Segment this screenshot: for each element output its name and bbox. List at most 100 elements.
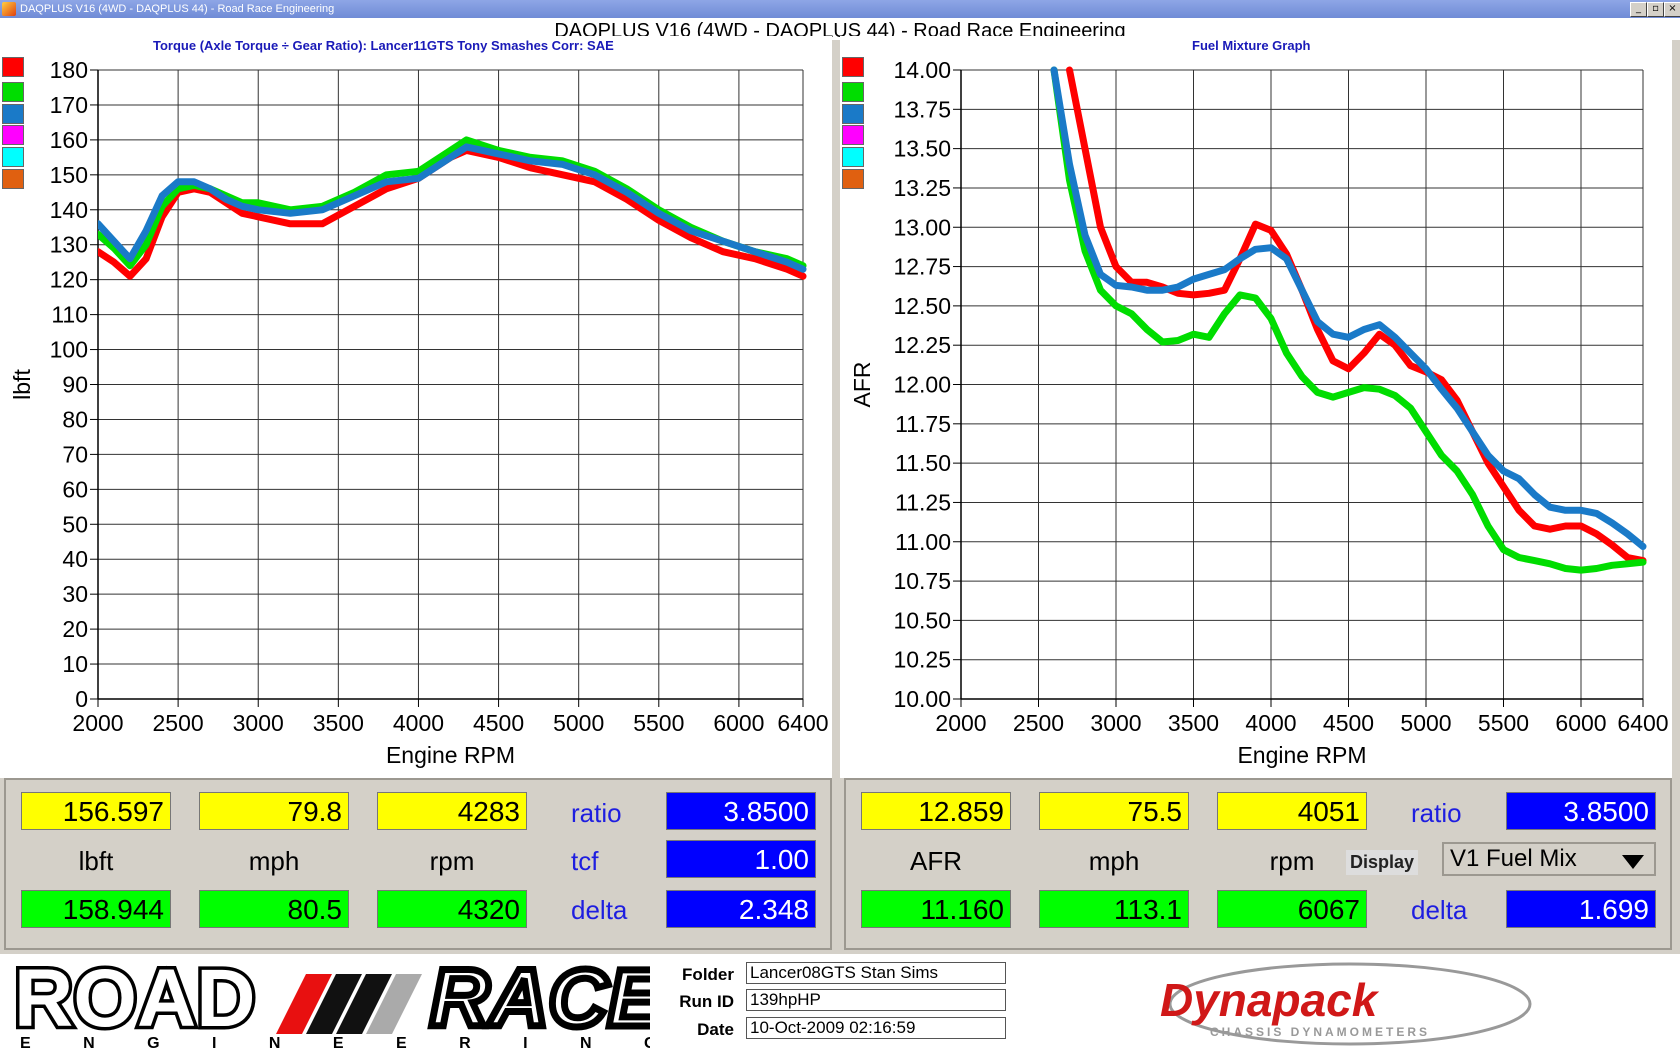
dynapack-logo: Dynapack CHASSIS DYNAMOMETERS [1160,962,1532,1046]
x-tick-label: 2000 [935,710,986,736]
cursor2-lbft: 158.944 [21,890,171,928]
series-swatch-orange[interactable] [2,169,24,189]
series-swatch-blue[interactable] [842,104,864,124]
y-tick-label: 11.25 [895,489,951,515]
delta-value: 2.348 [666,890,816,928]
cursor1-lbft: 156.597 [21,792,171,830]
cursor1-mph: 75.5 [1039,792,1189,830]
cursor2-mph: 113.1 [1039,890,1189,928]
x-tick-label: 6400 [777,710,828,736]
y-tick-label: 13.50 [893,136,951,162]
series-swatch-red[interactable] [842,57,864,77]
y-tick-label: 90 [62,372,88,398]
y-tick-label: 40 [62,546,88,572]
cursor2-mph: 80.5 [199,890,349,928]
main-title: DAQPLUS V16 (4WD - DAQPLUS 44) - Road Ra… [0,18,1680,40]
close-button[interactable]: × [1664,2,1680,17]
series-swatch-red[interactable] [2,57,24,77]
delta-value: 1.699 [1506,890,1656,928]
date-label: Date [697,1020,734,1039]
series-swatch-magenta[interactable] [2,125,24,145]
y-tick-label: 110 [51,302,88,328]
y-tick-label: 11.75 [895,411,951,437]
ratio-value[interactable]: 3.8500 [666,792,816,830]
label-ratio: ratio [571,798,622,828]
x-axis-label: Engine RPM [386,742,515,768]
x-tick-label: 3000 [233,710,284,736]
y-tick-label: 30 [62,581,88,607]
app-icon [2,2,16,16]
road-race-engineering-logo: ROAD ROAD RACE E N G I N E E R I N G [11,954,651,1050]
y-tick-label: 100 [50,337,88,363]
chevron-down-icon[interactable] [1622,855,1644,869]
ratio-value[interactable]: 3.8500 [1506,792,1656,830]
x-tick-label: 2500 [1013,710,1064,736]
x-tick-label: 4500 [473,710,524,736]
label-rpm: rpm [429,846,475,876]
label-delta: delta [1411,895,1468,925]
logo-stripe-grey [366,974,422,1034]
series-line-0 [98,146,807,280]
cursor2-rpm: 4320 [377,890,527,928]
torque-chart-title: Torque (Axle Torque ÷ Gear Ratio): Lance… [153,38,614,53]
restore-button[interactable]: ▫ [1647,2,1664,17]
y-tick-label: 12.00 [893,372,951,398]
fuel-mixture-chart[interactable]: 2000 2500 3000 3500 4000 4500 5000 5500 6000 6400… [840,36,1672,778]
torque-chart[interactable]: 2000 2500 3000 3500 4000 4500 5000 5500 6000 6400… [0,36,832,778]
logo-chassis-text: CHASSIS DYNAMOMETERS [1210,1025,1430,1039]
y-tick-label: 180 [50,57,88,83]
folder-field[interactable]: Lancer08GTS Stan Sims [746,962,1006,984]
logo-race-text: RACE [430,954,650,1044]
y-tick-label: 11.50 [895,450,951,476]
torque-readout: 156.597 79.8 4283 lbft mph rpm 158.944 8… [4,778,832,950]
logo-stripe-black-2 [336,974,392,1034]
y-tick-label: 0 [75,686,88,712]
x-tick-label: 6400 [1617,710,1668,736]
date-field[interactable]: 10-Oct-2009 02:16:59 [746,1017,1006,1039]
y-tick-label: 160 [50,127,88,153]
series-swatch-magenta[interactable] [842,125,864,145]
y-axis-label: AFR [849,362,875,408]
y-tick-label: 130 [50,232,88,258]
y-tick-label: 140 [50,197,88,223]
series-line-2 [1050,66,1647,550]
tcf-value[interactable]: 1.00 [666,840,816,878]
series-swatch-green[interactable] [2,82,24,102]
afr-readout: 12.859 75.5 4051 AFR mph rpm 11.160 113.… [844,778,1672,950]
footer: ROAD ROAD RACE E N G I N E E R I N G Fol… [0,954,1680,1050]
cursor1-mph: 79.8 [199,792,349,830]
series-swatch-cyan[interactable] [2,147,24,167]
y-axis-label: lbft [9,369,35,400]
label-lbft: lbft [78,846,114,876]
label-ratio: ratio [1411,798,1462,828]
y-tick-label: 11.00 [895,529,951,555]
label-mph: mph [248,846,300,876]
cursor1-afr: 12.859 [861,792,1011,830]
window-title: DAQPLUS V16 (4WD - DAQPLUS 44) - Road Ra… [20,3,335,15]
y-tick-label: 13.25 [893,175,951,201]
series-line-1 [1050,66,1647,574]
label-rpm: rpm [1269,846,1315,876]
series-line-2 [98,143,807,273]
y-tick-label: 170 [50,92,88,118]
x-tick-label: 3500 [1168,710,1219,736]
fuel-mixture-panel: Fuel Mixture Graph 2000 2500 3000 3500 4000 4… [840,36,1672,778]
fuel-mixture-title: Fuel Mixture Graph [1192,38,1311,53]
runid-label: Run ID [679,992,734,1011]
logo-swoosh [1168,962,1532,1046]
y-tick-label: 10 [62,651,88,677]
label-tcf: tcf [571,846,599,876]
series-swatch-orange[interactable] [842,169,864,189]
logo-stripe-red [276,974,332,1034]
series-swatch-blue[interactable] [2,104,24,124]
series-swatch-cyan[interactable] [842,147,864,167]
runid-field[interactable]: 139hpHP [746,989,1006,1011]
series-swatch-green[interactable] [842,82,864,102]
display-select[interactable]: V1 Fuel Mix [1442,842,1656,876]
minimize-button[interactable]: _ [1630,2,1647,17]
y-tick-label: 13.00 [893,214,951,240]
x-tick-label: 3500 [313,710,364,736]
display-button[interactable]: Display [1346,850,1419,875]
y-tick-label: 12.75 [893,254,951,280]
cursor2-afr: 11.160 [861,890,1011,928]
